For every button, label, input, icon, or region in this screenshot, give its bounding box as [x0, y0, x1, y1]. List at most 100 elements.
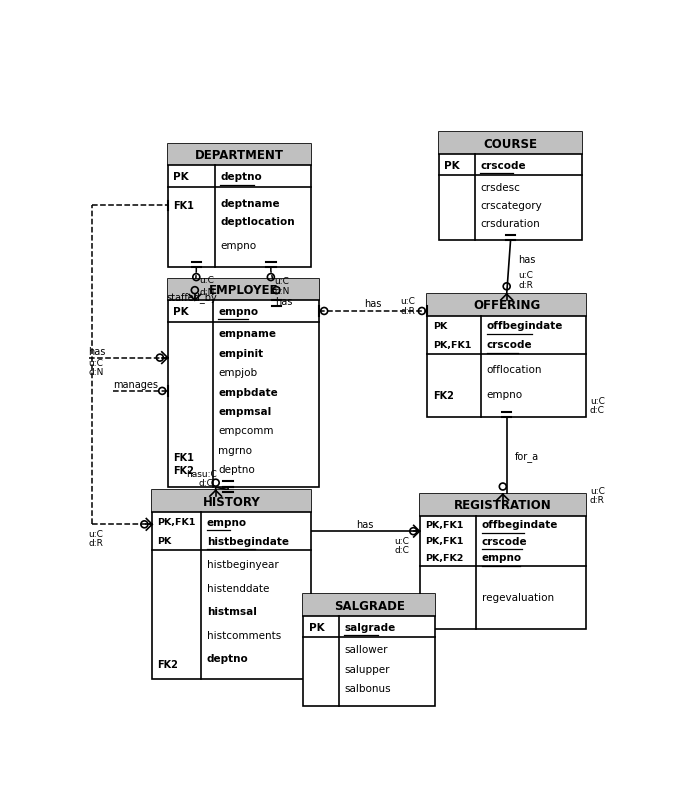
Text: d:N: d:N: [88, 367, 104, 376]
Text: deptname: deptname: [220, 199, 280, 209]
Text: empno: empno: [486, 390, 523, 400]
Text: deptlocation: deptlocation: [220, 217, 295, 226]
Text: SALGRADE: SALGRADE: [334, 599, 404, 612]
Text: crsdesc: crsdesc: [480, 182, 520, 192]
Text: has: has: [518, 255, 535, 265]
Text: crscode: crscode: [480, 160, 526, 171]
Text: histmsal: histmsal: [207, 606, 257, 617]
Text: histbegindate: histbegindate: [207, 536, 289, 546]
Text: sallower: sallower: [344, 644, 388, 654]
Text: u:C: u:C: [88, 358, 104, 367]
Text: hasu:C: hasu:C: [186, 469, 217, 478]
Text: d:R: d:R: [400, 306, 415, 315]
Text: has: has: [88, 346, 106, 356]
Text: empno: empno: [207, 517, 247, 527]
Text: PK: PK: [173, 306, 188, 317]
Text: u:C: u:C: [275, 277, 290, 286]
Bar: [168, 279, 319, 487]
Text: empbdate: empbdate: [219, 387, 278, 397]
Text: d:R: d:R: [88, 539, 104, 548]
Text: d:R: d:R: [518, 280, 533, 290]
Text: mgrno: mgrno: [219, 445, 253, 455]
Text: empinit: empinit: [219, 348, 264, 358]
Text: histbeginyear: histbeginyear: [207, 560, 279, 569]
Text: d:N: d:N: [275, 286, 290, 295]
Text: salgrade: salgrade: [344, 622, 395, 632]
Text: empno: empno: [220, 241, 257, 250]
Text: COURSE: COURSE: [484, 137, 538, 151]
Text: PK,FK1: PK,FK1: [433, 341, 471, 350]
Text: u:C: u:C: [590, 396, 605, 405]
Text: d:C: d:C: [199, 479, 213, 488]
Text: offlocation: offlocation: [486, 365, 542, 375]
Text: FK1: FK1: [173, 452, 194, 462]
Text: crscode: crscode: [482, 536, 527, 546]
Text: has: has: [275, 297, 292, 306]
Bar: [420, 495, 586, 630]
Text: d:N: d:N: [199, 287, 215, 297]
Text: for_a: for_a: [515, 451, 539, 462]
Text: crscode: crscode: [486, 340, 532, 350]
Text: crsduration: crsduration: [480, 219, 540, 229]
Text: deptno: deptno: [220, 172, 262, 182]
Text: empname: empname: [219, 329, 277, 339]
Text: salbonus: salbonus: [344, 683, 391, 694]
Bar: [439, 133, 582, 155]
Text: has: has: [357, 520, 374, 529]
Text: PK,FK2: PK,FK2: [425, 553, 463, 562]
Text: offbegindate: offbegindate: [482, 520, 558, 529]
Text: empjob: empjob: [219, 367, 257, 378]
Text: FK2: FK2: [433, 391, 453, 401]
Text: HISTORY: HISTORY: [203, 495, 260, 508]
Text: empno: empno: [219, 306, 259, 317]
Bar: [427, 294, 586, 316]
Text: crscategory: crscategory: [480, 200, 542, 211]
Text: empcomm: empcomm: [219, 426, 274, 435]
Text: PK: PK: [308, 622, 324, 632]
Bar: [168, 144, 311, 166]
Bar: [152, 491, 311, 512]
Text: REGISTRATION: REGISTRATION: [454, 499, 552, 512]
Text: manages: manages: [113, 379, 159, 390]
Text: has: has: [364, 299, 382, 309]
Text: offbegindate: offbegindate: [486, 321, 563, 330]
Text: u:C: u:C: [88, 529, 104, 538]
Text: histenddate: histenddate: [207, 583, 269, 593]
Text: histcomments: histcomments: [207, 630, 281, 640]
Text: u:C: u:C: [518, 271, 533, 280]
Text: regevaluation: regevaluation: [482, 593, 553, 602]
Text: PK,FK1: PK,FK1: [425, 537, 463, 545]
Text: FK1: FK1: [173, 200, 194, 210]
Text: PK,FK1: PK,FK1: [157, 517, 196, 526]
Bar: [303, 594, 435, 706]
Text: PK: PK: [157, 537, 172, 545]
Bar: [303, 594, 435, 616]
Text: OFFERING: OFFERING: [473, 299, 540, 312]
Text: deptno: deptno: [207, 653, 248, 663]
Text: staffed_by: staffed_by: [167, 291, 217, 302]
Bar: [152, 491, 311, 679]
Text: EMPLOYEE: EMPLOYEE: [208, 284, 278, 297]
Text: PK: PK: [433, 322, 447, 330]
Bar: [168, 279, 319, 301]
Text: PK: PK: [444, 160, 460, 171]
Text: salupper: salupper: [344, 664, 390, 674]
Text: d:R: d:R: [590, 496, 605, 504]
Bar: [439, 133, 582, 241]
Text: empmsal: empmsal: [219, 407, 272, 416]
Text: d:C: d:C: [395, 545, 410, 554]
Text: deptno: deptno: [219, 464, 255, 475]
Bar: [427, 294, 586, 418]
Text: FK2: FK2: [173, 465, 194, 476]
Bar: [168, 144, 311, 268]
Text: PK: PK: [173, 172, 188, 182]
Text: empno: empno: [482, 553, 522, 563]
Text: d:C: d:C: [590, 406, 605, 415]
Bar: [420, 495, 586, 516]
Text: u:C: u:C: [199, 276, 215, 285]
Text: u:C: u:C: [400, 297, 415, 306]
Text: PK,FK1: PK,FK1: [425, 520, 463, 529]
Text: u:C: u:C: [395, 537, 410, 545]
Text: FK2: FK2: [157, 658, 179, 669]
Text: DEPARTMENT: DEPARTMENT: [195, 149, 284, 162]
